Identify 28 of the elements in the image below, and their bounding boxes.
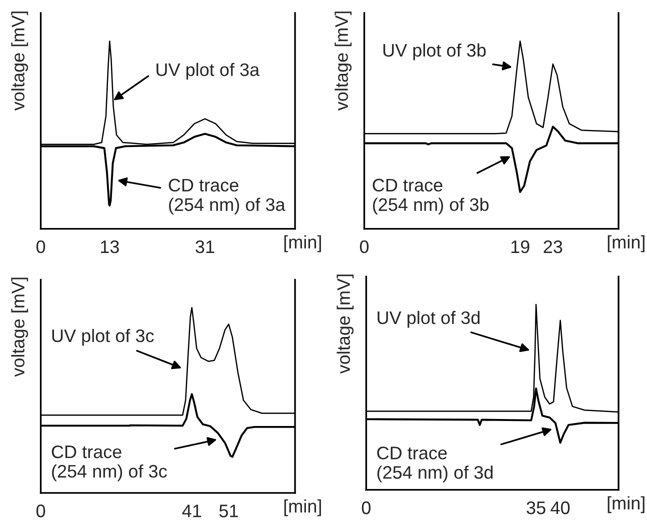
x-tick-label: 35 xyxy=(526,501,546,514)
x-tick-label: 0 xyxy=(36,240,46,254)
x-tick-label: 40 xyxy=(550,501,570,514)
annotation: UV plot of 3b xyxy=(383,43,486,60)
annotation: CD trace (254 nm) of 3a xyxy=(168,178,286,215)
x-tick-label: 19 xyxy=(511,240,530,254)
x-tick-label: 23 xyxy=(544,240,562,254)
annotation: UV plot of 3c xyxy=(52,328,154,346)
x-tick-label: 13 xyxy=(100,240,119,254)
annotation: CD trace (254 nm) of 3d xyxy=(377,446,493,482)
y-axis-title: voltage [mV] xyxy=(11,278,28,377)
y-axis-title: voltage [mV] xyxy=(336,274,354,374)
x-tick-label: 0 xyxy=(360,240,369,254)
annotation: UV plot of 3d xyxy=(378,310,480,328)
x-axis-title: [min] xyxy=(284,235,321,252)
x-tick-label: 41 xyxy=(182,504,202,518)
x-axis-title: [min] xyxy=(284,499,321,516)
y-axis-title: voltage [mV] xyxy=(334,12,352,111)
x-tick-label: 51 xyxy=(219,504,238,518)
y-axis-title: voltage [mV] xyxy=(11,12,28,111)
x-tick-label: 31 xyxy=(196,240,214,254)
annotation: CD trace (254 nm) of 3c xyxy=(52,445,167,482)
annotation: CD trace (254 nm) of 3b xyxy=(372,178,489,215)
x-axis-title: [min] xyxy=(608,235,644,252)
x-tick-label: 0 xyxy=(36,504,46,518)
x-tick-label: 0 xyxy=(362,501,371,514)
annotation: UV plot of 3a xyxy=(156,62,260,80)
x-axis-title: [min] xyxy=(608,496,644,514)
